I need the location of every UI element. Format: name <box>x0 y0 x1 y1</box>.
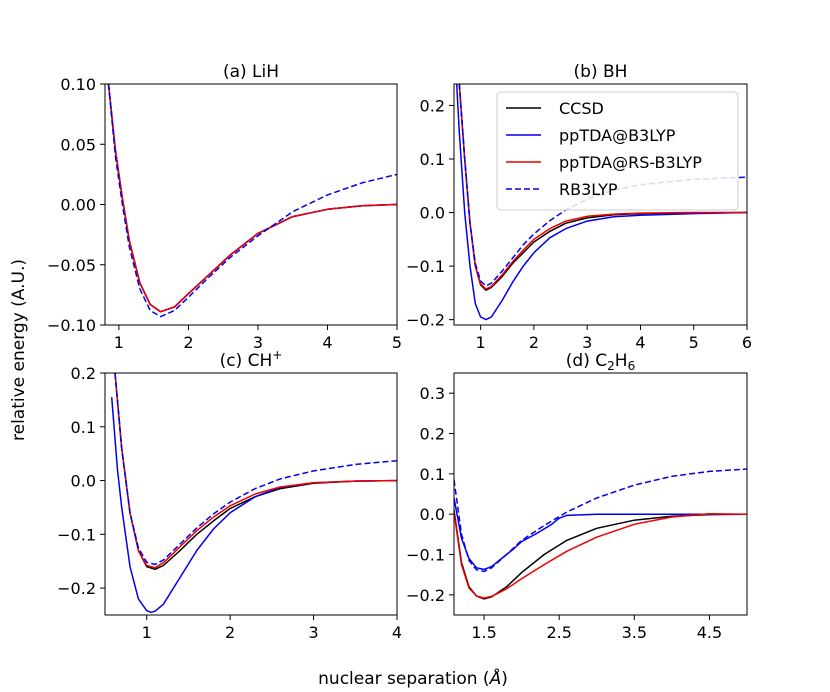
x-tick-label: 5 <box>689 333 699 352</box>
x-tick-label: 1 <box>142 623 152 642</box>
panel-title: (d) C2H6 <box>566 351 635 373</box>
plot-frame <box>453 83 748 326</box>
series-line-rb3lyp <box>114 373 397 566</box>
panel-title: (c) CH+ <box>220 348 283 371</box>
y-tick-label: 0.0 <box>420 204 445 223</box>
y-axis-label: relative energy (A.U.) <box>9 259 29 441</box>
plot-frame <box>104 83 398 326</box>
y-tick-label: 0.3 <box>420 384 445 403</box>
y-tick-label: −0.1 <box>406 257 445 276</box>
x-tick-label: 1.5 <box>471 623 496 642</box>
x-axis-label: nuclear separation (Å) <box>318 667 508 689</box>
y-tick-label: 0.0 <box>71 472 96 491</box>
y-tick-label: 0.10 <box>60 75 96 94</box>
panel-title: (a) LiH <box>223 62 279 82</box>
series-line-rb3lyp <box>454 468 747 573</box>
legend-label: ppTDA@B3LYP <box>559 126 676 145</box>
x-tick-label: 3 <box>253 333 263 352</box>
series-line-pptda-rs-b3lyp <box>114 373 397 569</box>
x-tick-label: 4 <box>392 623 402 642</box>
legend-label: RB3LYP <box>559 180 618 199</box>
y-tick-label: −0.05 <box>47 256 96 275</box>
panel-a-lih: 1 2 3 4 5 −0.10 −0.05 0.00 0.05 0.10 (a) LiH <box>47 62 402 352</box>
plot-frame <box>453 372 748 616</box>
y-tick-label: 0.2 <box>420 96 445 115</box>
series-line-pptda-rs-b3lyp <box>107 84 397 313</box>
x-tick-label: 4.5 <box>697 623 722 642</box>
series-line-ccsd <box>114 373 397 571</box>
x-tick-label: 2 <box>529 333 539 352</box>
y-tick-label: 0.1 <box>71 418 96 437</box>
panel-d-c2h6: 1.5 2.5 3.5 4.5 −0.2 −0.1 0.0 0.1 0.2 0.3 (d) C2H6 <box>406 351 748 642</box>
y-tick-label: 0.1 <box>420 150 445 169</box>
y-tick-label: −0.2 <box>57 579 96 598</box>
series-line-pptda-rs-b3lyp <box>454 511 747 599</box>
x-tick-label: 1 <box>476 333 486 352</box>
series-line-rb3lyp <box>107 84 397 318</box>
y-tick-label: −0.2 <box>406 586 445 605</box>
panel-title: (b) BH <box>574 62 628 82</box>
y-tick-label: 0.1 <box>420 465 445 484</box>
x-tick-label: 6 <box>742 333 752 352</box>
y-tick-label: −0.1 <box>57 525 96 544</box>
y-tick-label: 0.2 <box>71 364 96 383</box>
x-tick-label: 1 <box>114 333 124 352</box>
legend-label: CCSD <box>559 99 604 118</box>
x-tick-label: 3 <box>582 333 592 352</box>
x-tick-label: 2.5 <box>546 623 571 642</box>
y-tick-label: 0.00 <box>60 196 96 215</box>
y-tick-label: −0.1 <box>406 546 445 565</box>
legend-label: ppTDA@RS-B3LYP <box>559 153 702 172</box>
series-line-pptda-b3lyp <box>455 84 747 321</box>
series-line-pptda-b3lyp <box>454 497 747 571</box>
series-line-pptda-b3lyp <box>110 397 397 614</box>
y-tick-label: 0.05 <box>60 135 96 154</box>
x-tick-label: 4 <box>322 333 332 352</box>
y-tick-label: 0.2 <box>420 425 445 444</box>
y-tick-label: −0.10 <box>47 316 96 335</box>
legend: CCSD ppTDA@B3LYP ppTDA@RS-B3LYP RB3LYP <box>496 91 739 211</box>
x-tick-label: 4 <box>635 333 645 352</box>
x-tick-label: 3 <box>308 623 318 642</box>
y-tick-label: 0.0 <box>420 505 445 524</box>
legend-box <box>496 91 739 211</box>
series-line-ccsd <box>454 509 747 600</box>
x-tick-label: 2 <box>225 623 235 642</box>
panel-c-ch-plus: 1 2 3 4 −0.2 −0.1 0.0 0.1 0.2 (c) CH+ <box>57 348 402 642</box>
x-tick-label: 5 <box>392 333 402 352</box>
x-tick-label: 3.5 <box>622 623 647 642</box>
x-tick-label: 2 <box>183 333 193 352</box>
series-line-pptda-b3lyp <box>107 84 397 313</box>
series-line-ccsd <box>107 84 397 313</box>
plot-frame <box>104 372 398 616</box>
y-tick-label: −0.2 <box>406 311 445 330</box>
